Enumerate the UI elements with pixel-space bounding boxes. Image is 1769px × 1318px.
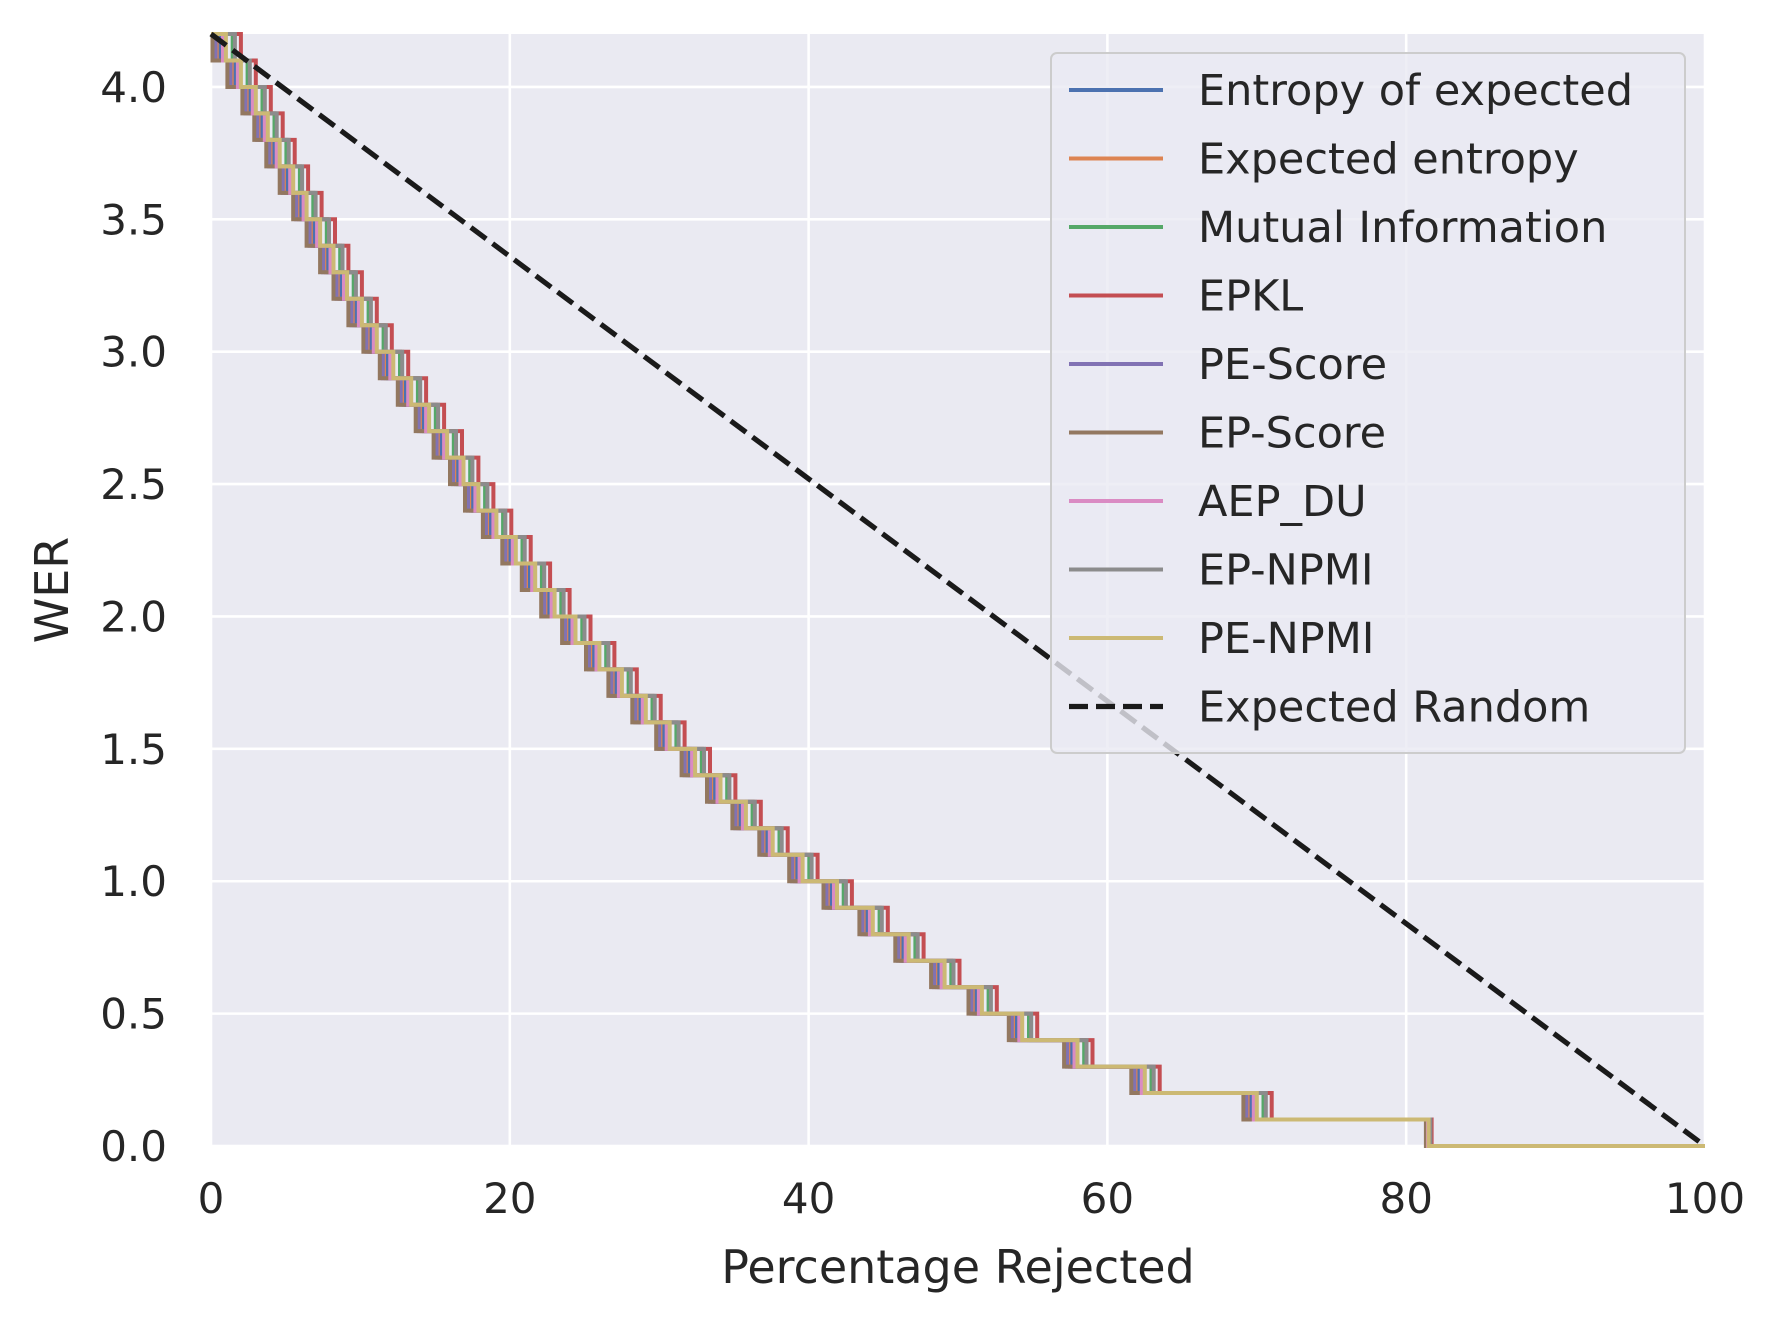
legend-label: PE-Score xyxy=(1198,340,1387,390)
legend: Entropy of expected Expected entropy Mutua… xyxy=(1050,52,1686,754)
legend-box xyxy=(1050,52,1686,754)
legend-label: Expected entropy xyxy=(1198,135,1579,185)
series-line-expected-random xyxy=(209,31,1707,1149)
x-tick-label: 0 xyxy=(198,1174,225,1223)
y-tick-label: 2.0 xyxy=(100,592,167,641)
legend-label: Mutual Information xyxy=(1198,203,1607,253)
legend-label: Expected Random xyxy=(1198,683,1590,733)
y-tick-label: 0.5 xyxy=(100,990,167,1039)
legend-label: AEP_DU xyxy=(1198,477,1367,527)
legend-label: EP-Score xyxy=(1198,409,1386,459)
x-tick-label: 20 xyxy=(483,1174,536,1223)
y-tick-label: 2.5 xyxy=(100,460,167,509)
x-axis-label: Percentage Rejected xyxy=(721,1240,1195,1294)
y-tick-label: 4.0 xyxy=(100,63,167,112)
y-tick-label: 3.5 xyxy=(100,195,167,244)
legend-label: Entropy of expected xyxy=(1198,66,1633,116)
tick-labels: 0 20 40 60 80 100 0.0 0.5 1.0 1.5 2.0 2.5 3.0 3.5 4.0 xyxy=(100,63,1745,1223)
y-tick-label: 1.0 xyxy=(100,857,167,906)
x-tick-label: 100 xyxy=(1665,1174,1745,1223)
y-tick-label: 1.5 xyxy=(100,725,167,774)
y-tick-label: 3.0 xyxy=(100,328,167,377)
legend-label: PE-NPMI xyxy=(1198,614,1375,664)
x-tick-label: 60 xyxy=(1081,1174,1134,1223)
x-tick-label: 80 xyxy=(1379,1174,1432,1223)
x-tick-label: 40 xyxy=(782,1174,835,1223)
y-tick-label: 0.0 xyxy=(100,1122,167,1171)
y-axis-label: WER xyxy=(25,537,79,644)
series-line-pe-npmi xyxy=(211,32,1705,1148)
legend-label: EP-NPMI xyxy=(1198,546,1374,596)
legend-label: EPKL xyxy=(1198,272,1303,322)
series-lines xyxy=(209,31,1707,1149)
